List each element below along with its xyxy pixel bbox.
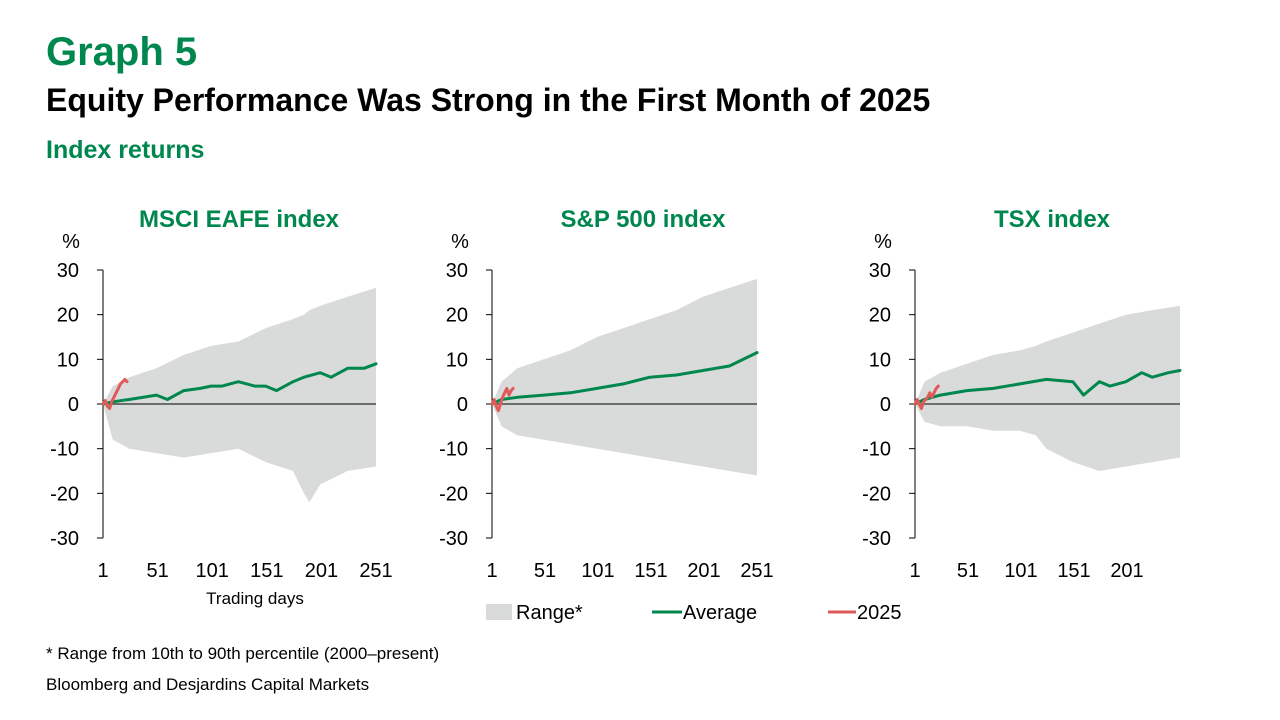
- graph-label: Graph 5: [46, 30, 198, 74]
- msci-eafe-y-tick-label: -10: [50, 439, 79, 461]
- tsx-y-tick-label: 0: [880, 394, 891, 416]
- tsx-y-unit: %: [874, 231, 892, 253]
- sp500-y-unit: %: [451, 231, 469, 253]
- tsx-y-tick-label: 20: [869, 305, 891, 327]
- sp500-y-tick-label: 0: [457, 394, 468, 416]
- msci-eafe-x-tick-label: 251: [359, 560, 392, 582]
- sp500-range-band: [492, 278, 757, 476]
- tsx-chart-title: TSX index: [994, 206, 1111, 233]
- legend-current-label: 2025: [857, 602, 902, 624]
- sp500-x-tick-label: 101: [581, 560, 614, 582]
- tsx-range-band: [915, 305, 1180, 471]
- page-subtitle: Index returns: [46, 136, 205, 164]
- sp500-y-tick-label: 20: [446, 305, 468, 327]
- msci-eafe-x-tick-label: 51: [146, 560, 168, 582]
- msci-eafe-y-unit: %: [62, 231, 80, 253]
- msci-eafe-y-tick-label: -20: [50, 483, 79, 505]
- msci-eafe-current-year-line: [101, 377, 129, 410]
- tsx-current-year-line: [913, 384, 940, 410]
- tsx-y-tick-label: -30: [862, 528, 891, 550]
- sp500-average-line: [490, 351, 759, 406]
- tsx-x-tick-label: 51: [957, 560, 979, 582]
- sp500-y-tick-label: 30: [446, 260, 468, 282]
- tsx-y-tick-label: -20: [862, 483, 891, 505]
- tsx-x-tick-label: 101: [1004, 560, 1037, 582]
- msci-eafe-x-tick-label: 1: [97, 560, 108, 582]
- msci-eafe-average-line: [101, 362, 378, 406]
- sp500-x-tick-label: 1: [486, 560, 497, 582]
- sp500-x-tick-label: 51: [534, 560, 556, 582]
- tsx-x-tick-label: 1: [909, 560, 920, 582]
- footnote-range: * Range from 10th to 90th percentile (20…: [46, 644, 440, 663]
- tsx-y-tick-label: 10: [869, 349, 891, 371]
- msci-eafe-x-tick-label: 101: [196, 560, 229, 582]
- legend-range-label: Range*: [516, 602, 583, 624]
- page-title: Equity Performance Was Strong in the Fir…: [46, 82, 931, 118]
- footnote-source: Bloomberg and Desjardins Capital Markets: [46, 675, 370, 694]
- msci-eafe-y-tick-label: 20: [57, 305, 79, 327]
- tsx-x-tick-label: 201: [1110, 560, 1143, 582]
- sp500-current-year-line: [490, 386, 515, 413]
- sp500-x-tick-label: 201: [687, 560, 720, 582]
- tsx-x-tick-label: 151: [1057, 560, 1090, 582]
- msci-eafe-x-tick-label: 201: [305, 560, 338, 582]
- sp500-y-tick-label: 10: [446, 349, 468, 371]
- msci-eafe-y-tick-label: 30: [57, 260, 79, 282]
- msci-eafe-y-tick-label: 0: [68, 394, 79, 416]
- sp500-x-tick-label: 151: [634, 560, 667, 582]
- legend-average-label: Average: [683, 602, 757, 624]
- msci-eafe-range-band: [103, 287, 376, 503]
- msci-eafe-chart-title: MSCI EAFE index: [139, 206, 340, 233]
- sp500-x-tick-label: 251: [740, 560, 773, 582]
- msci-eafe-y-tick-label: -30: [50, 528, 79, 550]
- tsx-y-tick-label: 30: [869, 260, 891, 282]
- sp500-y-tick-label: -30: [439, 528, 468, 550]
- tsx-y-tick-label: -10: [862, 439, 891, 461]
- tsx-average-line: [913, 369, 1182, 406]
- sp500-y-tick-label: -20: [439, 483, 468, 505]
- msci-eafe-x-tick-label: 151: [250, 560, 283, 582]
- sp500-chart-title: S&P 500 index: [561, 206, 727, 233]
- legend-range-swatch: [486, 604, 512, 620]
- msci-eafe-y-tick-label: 10: [57, 349, 79, 371]
- msci-eafe-x-axis-label: Trading days: [206, 589, 304, 608]
- sp500-y-tick-label: -10: [439, 439, 468, 461]
